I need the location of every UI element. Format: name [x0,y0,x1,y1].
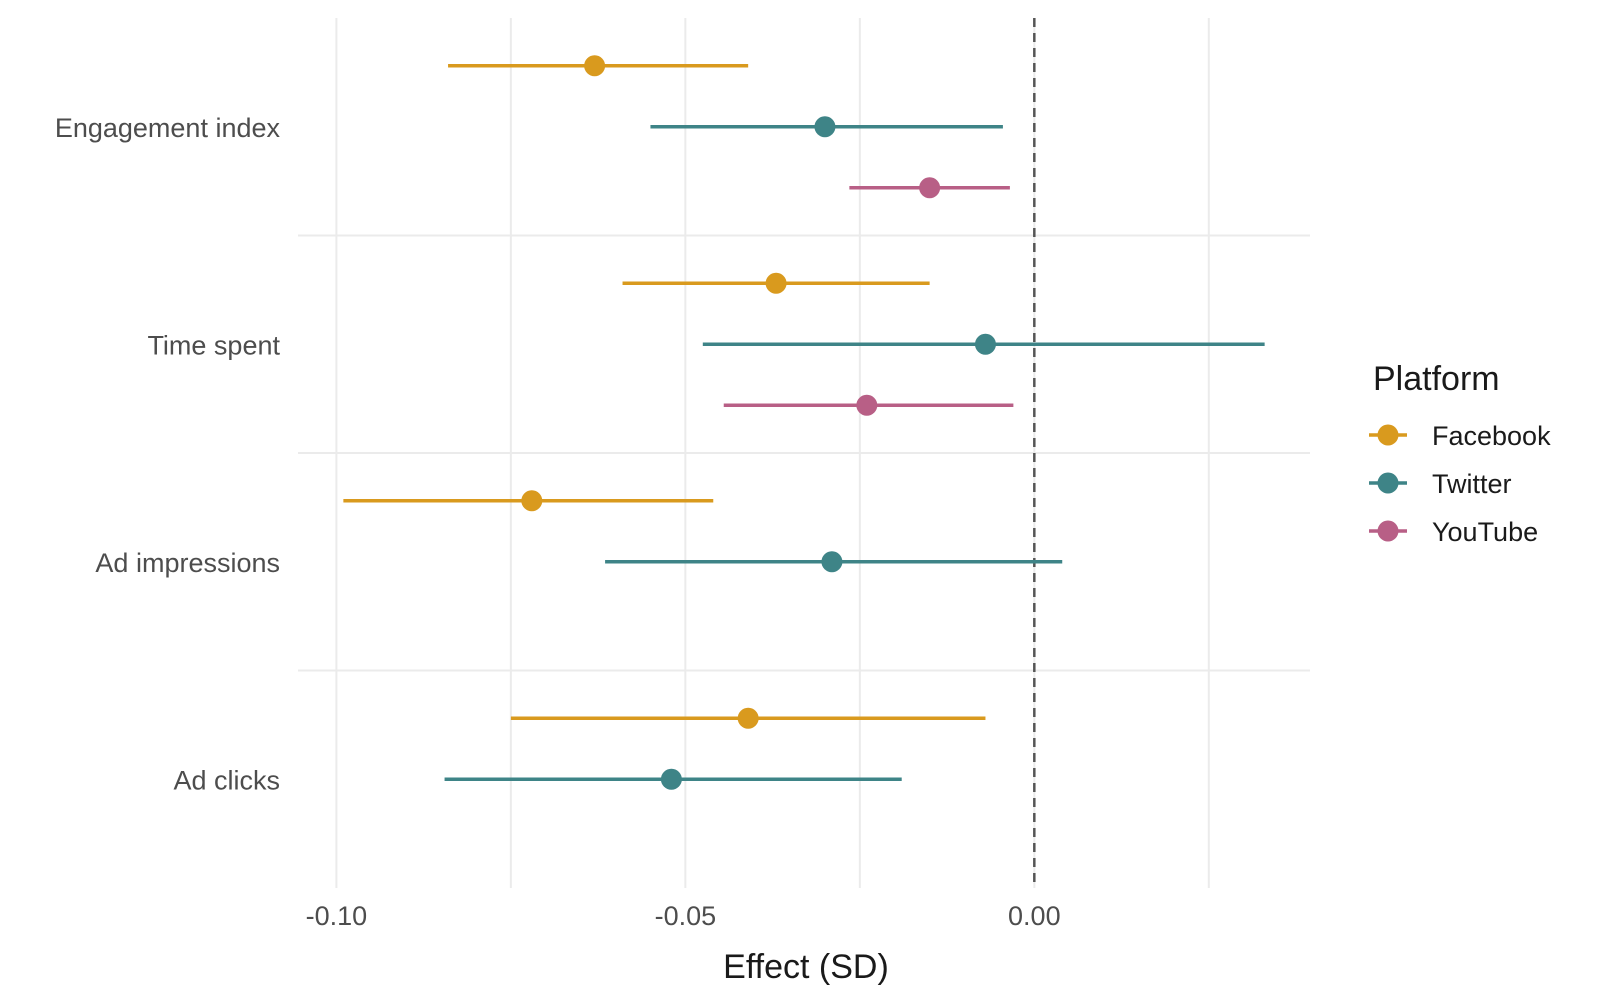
point-twitter-time-spent [974,333,996,355]
legend-label: Twitter [1432,469,1512,499]
marks-layer [343,55,1265,790]
point-twitter-ad-impressions [821,551,843,573]
legend-label: YouTube [1432,517,1538,547]
legend-label: Facebook [1432,421,1551,451]
legend-items: Facebook Twitter YouTube [1369,421,1551,547]
grid-layer [298,18,1310,888]
legend-key-point [1377,520,1399,542]
legend-item-youtube: YouTube [1369,517,1538,547]
x-axis-tick-labels: -0.10 -0.05 0.00 [306,901,1061,931]
legend-item-twitter: Twitter [1369,469,1512,499]
y-tick-label: Engagement index [55,113,281,143]
x-tick-label: -0.05 [655,901,717,931]
legend: Platform Facebook Twitter YouTube [1369,360,1551,547]
x-tick-label: 0.00 [1008,901,1061,931]
y-tick-label: Ad clicks [173,765,280,795]
point-facebook-engagement-index [584,55,606,77]
y-axis-tick-labels: Engagement index Time spent Ad impressions… [55,113,281,796]
point-facebook-ad-impressions [521,490,543,512]
legend-key-point [1377,424,1399,446]
legend-item-facebook: Facebook [1369,421,1551,451]
legend-title: Platform [1373,360,1500,398]
legend-key-point [1377,472,1399,494]
point-youtube-time-spent [856,394,878,416]
x-axis-title: Effect (SD) [723,948,889,986]
point-facebook-ad-clicks [737,707,759,729]
x-tick-label: -0.10 [306,901,368,931]
point-youtube-engagement-index [919,177,941,199]
point-twitter-ad-clicks [660,768,682,790]
point-twitter-engagement-index [814,116,836,138]
point-facebook-time-spent [765,272,787,294]
y-tick-label: Time spent [147,330,280,360]
y-tick-label: Ad impressions [95,548,280,578]
